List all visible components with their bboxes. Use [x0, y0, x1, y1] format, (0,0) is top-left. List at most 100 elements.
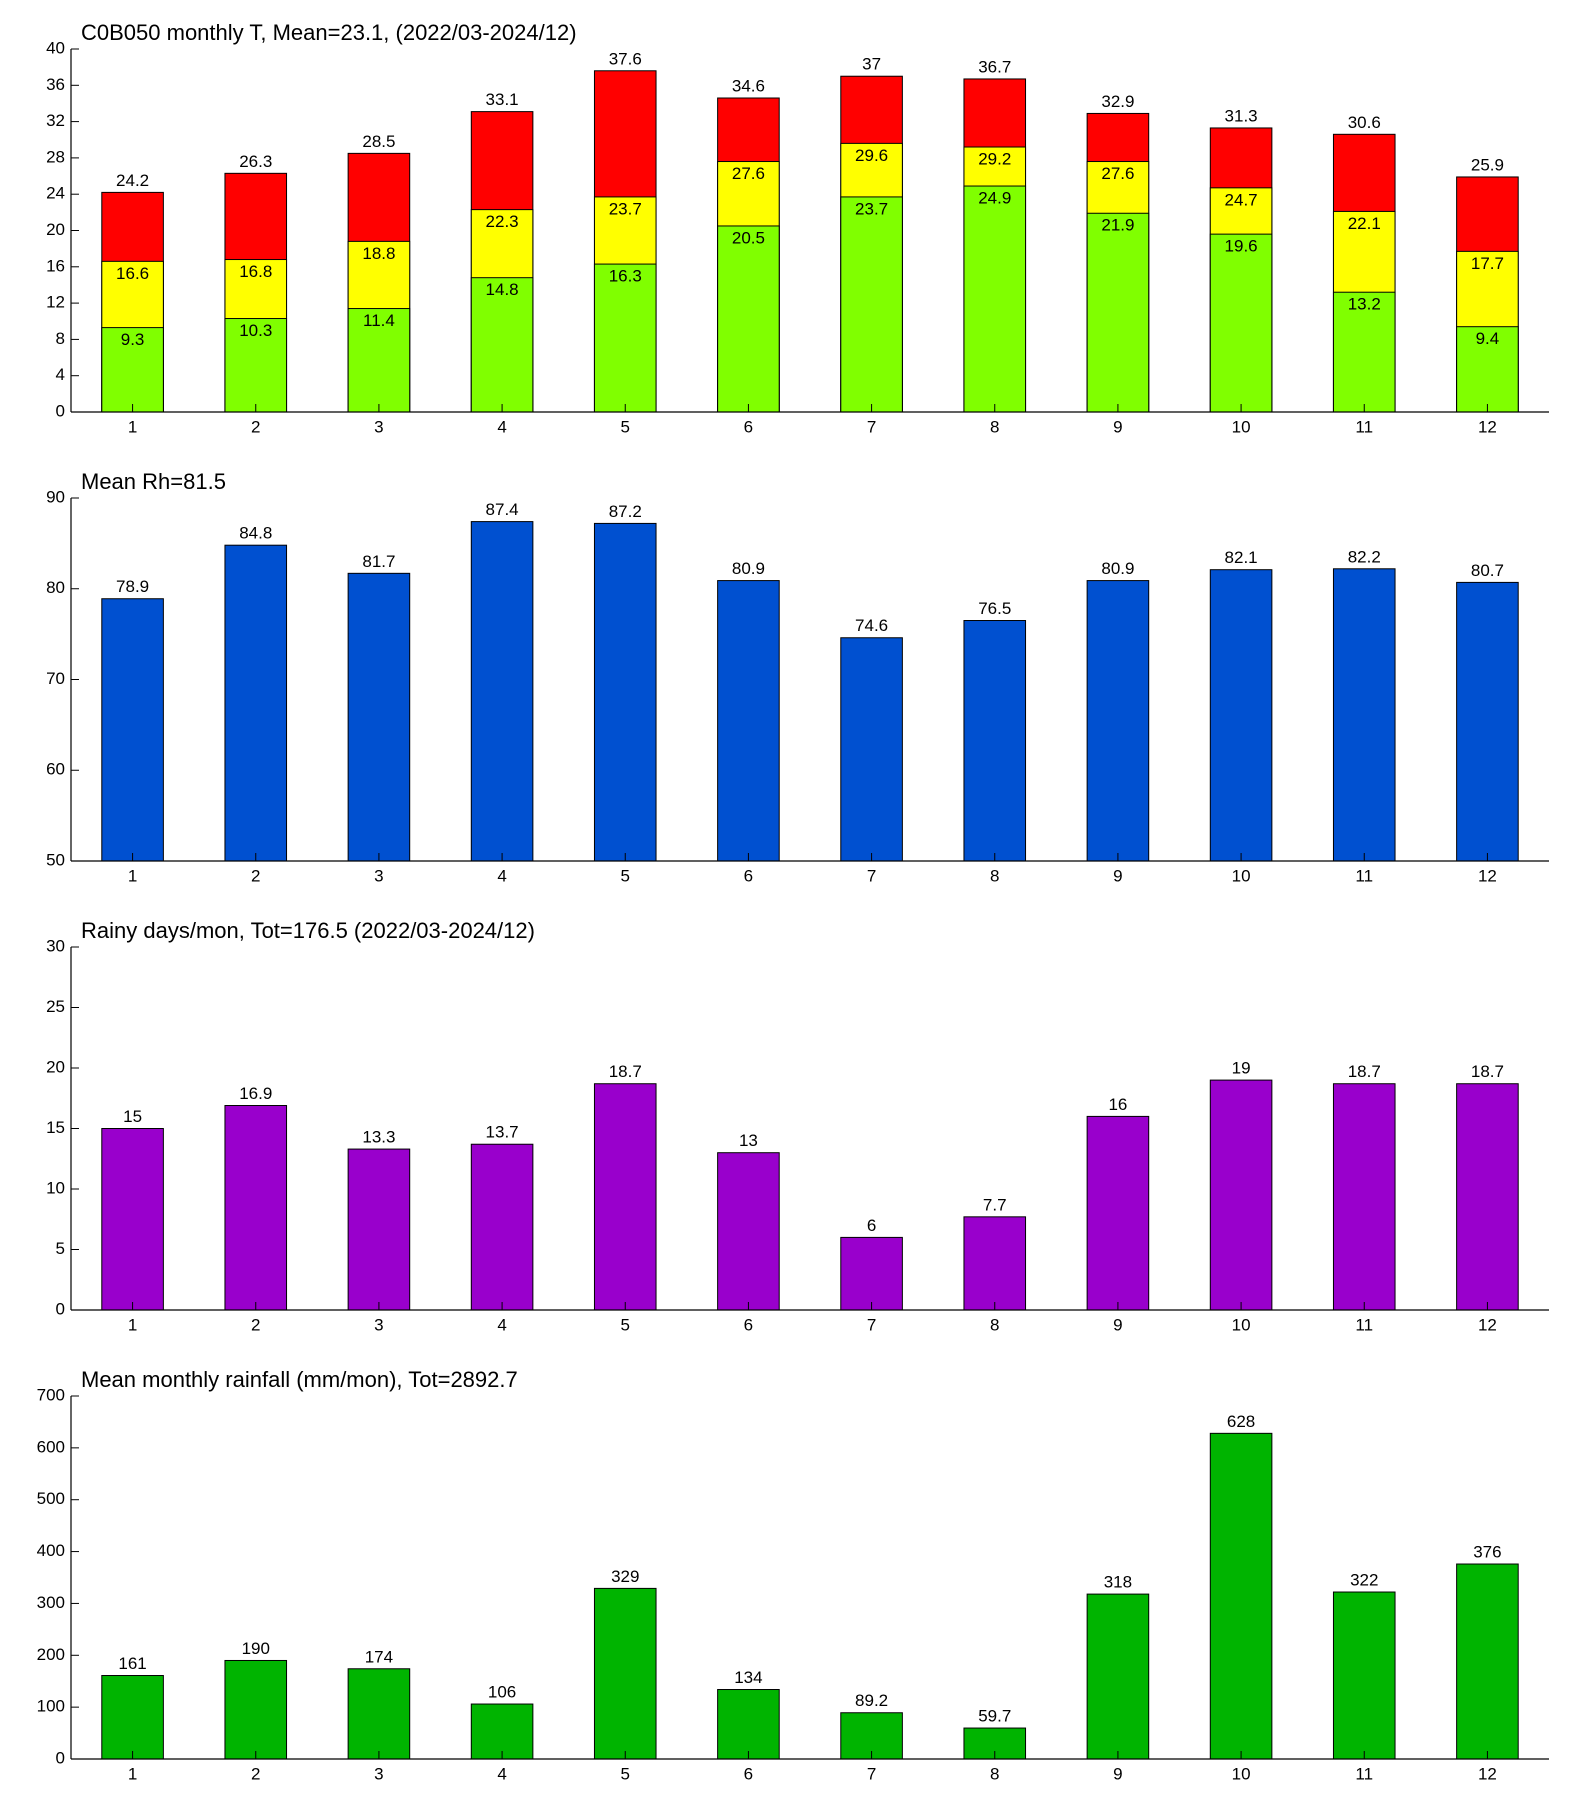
- bar: [224, 544, 288, 862]
- value-label: 33.1: [486, 90, 519, 109]
- x-tick-label: 10: [1232, 866, 1251, 885]
- value-label: 26.3: [239, 152, 272, 171]
- x-tick-label: 6: [744, 1764, 753, 1783]
- bar: [1456, 1083, 1519, 1311]
- bar: [963, 1216, 1027, 1311]
- bar: [224, 1105, 288, 1311]
- value-label: 80.7: [1471, 561, 1504, 580]
- y-tick-label: 80: [46, 578, 65, 597]
- value-label: 87.4: [486, 500, 519, 519]
- value-label: 11.4: [363, 311, 395, 330]
- bar: [963, 185, 1027, 413]
- bar: [1332, 1083, 1396, 1311]
- y-tick-label: 40: [46, 38, 65, 57]
- value-label: 74.6: [855, 616, 888, 635]
- bar: [347, 1668, 411, 1760]
- x-tick-label: 4: [497, 1315, 506, 1334]
- y-tick-label: 50: [46, 850, 65, 869]
- x-tick-label: 3: [374, 866, 383, 885]
- value-label: 16.6: [116, 264, 149, 283]
- bar: [593, 263, 657, 413]
- chart-title: C0B050 monthly T, Mean=23.1, (2022/03-20…: [81, 20, 577, 45]
- value-label: 16: [1108, 1095, 1127, 1114]
- y-tick-label: 12: [46, 293, 65, 312]
- value-label: 16.3: [609, 267, 642, 286]
- y-tick-label: 200: [37, 1645, 65, 1664]
- y-tick-label: 90: [46, 487, 65, 506]
- y-tick-label: 700: [37, 1385, 65, 1404]
- x-tick-label: 2: [251, 1315, 260, 1334]
- value-label: 34.6: [732, 76, 765, 95]
- bar: [224, 1659, 288, 1760]
- x-tick-label: 12: [1478, 417, 1497, 436]
- bar: [840, 196, 903, 413]
- value-label: 24.2: [116, 171, 149, 190]
- value-label: 29.2: [978, 149, 1011, 168]
- chart-title: Mean Rh=81.5: [81, 469, 226, 494]
- value-label: 23.7: [609, 199, 642, 218]
- chart-title: Mean monthly rainfall (mm/mon), Tot=2892…: [81, 1367, 518, 1392]
- y-tick-label: 300: [37, 1593, 65, 1612]
- value-label: 19: [1232, 1059, 1251, 1078]
- bar: [1086, 212, 1150, 413]
- value-label: 19.6: [1225, 237, 1258, 256]
- bar: [470, 1703, 534, 1760]
- value-label: 14.8: [486, 280, 519, 299]
- y-tick-label: 36: [46, 75, 65, 94]
- y-tick-label: 24: [46, 184, 65, 203]
- bar: [1456, 581, 1519, 862]
- value-label: 9.4: [1476, 329, 1500, 348]
- bar: [1332, 1591, 1396, 1760]
- bar: [101, 327, 164, 413]
- y-tick-label: 30: [46, 936, 65, 955]
- value-label: 30.6: [1348, 113, 1381, 132]
- value-label: 9.3: [121, 330, 145, 349]
- y-tick-label: 4: [56, 365, 65, 384]
- value-label: 80.9: [1101, 559, 1134, 578]
- bar: [101, 598, 164, 862]
- value-label: 161: [118, 1654, 146, 1673]
- value-label: 376: [1473, 1543, 1501, 1562]
- bar: [347, 572, 411, 862]
- y-tick-label: 20: [46, 1057, 65, 1076]
- bar: [1209, 1432, 1273, 1760]
- value-label: 29.6: [855, 146, 888, 165]
- x-tick-label: 1: [128, 1764, 137, 1783]
- x-tick-label: 8: [990, 1315, 999, 1334]
- value-label: 134: [734, 1668, 762, 1687]
- bar: [1086, 1593, 1150, 1760]
- x-tick-label: 4: [497, 1764, 506, 1783]
- x-tick-label: 8: [990, 417, 999, 436]
- bar: [1332, 568, 1396, 862]
- value-label: 13.2: [1348, 295, 1381, 314]
- x-tick-label: 8: [990, 866, 999, 885]
- x-tick-label: 5: [621, 866, 630, 885]
- x-tick-label: 1: [128, 417, 137, 436]
- bar: [1086, 1115, 1150, 1311]
- value-label: 76.5: [978, 599, 1011, 618]
- x-tick-label: 7: [867, 866, 876, 885]
- bar: [1456, 326, 1519, 413]
- x-tick-label: 5: [621, 417, 630, 436]
- x-tick-label: 11: [1355, 1764, 1373, 1783]
- chart-title: Rainy days/mon, Tot=176.5 (2022/03-2024/…: [81, 918, 535, 943]
- bar: [593, 1587, 657, 1760]
- y-tick-label: 32: [46, 111, 65, 130]
- bar: [470, 521, 534, 862]
- x-tick-label: 1: [128, 1315, 137, 1334]
- bar: [840, 637, 903, 862]
- x-tick-label: 11: [1355, 866, 1373, 885]
- bar: [470, 1143, 534, 1311]
- bar: [101, 1675, 164, 1760]
- value-label: 89.2: [855, 1691, 888, 1710]
- x-tick-label: 10: [1232, 417, 1251, 436]
- value-label: 13.3: [362, 1128, 395, 1147]
- y-tick-label: 25: [46, 997, 65, 1016]
- value-label: 174: [365, 1647, 393, 1666]
- value-label: 16.9: [239, 1084, 272, 1103]
- value-label: 24.9: [978, 189, 1011, 208]
- x-tick-label: 2: [251, 1764, 260, 1783]
- bar: [1209, 1079, 1273, 1311]
- x-tick-label: 12: [1478, 866, 1497, 885]
- y-tick-label: 20: [46, 220, 65, 239]
